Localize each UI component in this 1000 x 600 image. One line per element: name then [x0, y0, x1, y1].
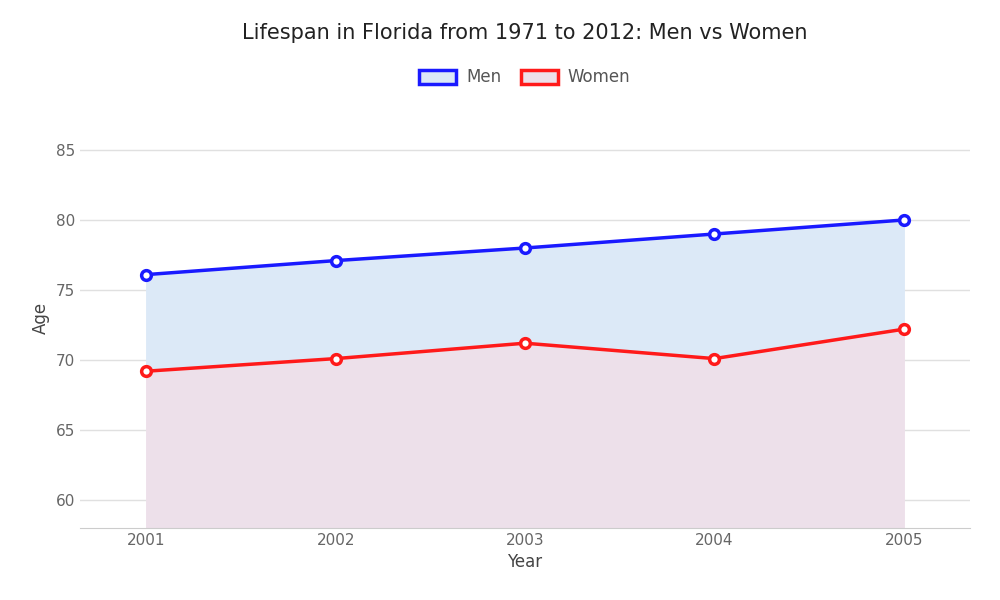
- Legend: Men, Women: Men, Women: [413, 62, 637, 93]
- Title: Lifespan in Florida from 1971 to 2012: Men vs Women: Lifespan in Florida from 1971 to 2012: M…: [242, 23, 808, 43]
- X-axis label: Year: Year: [507, 553, 543, 571]
- Y-axis label: Age: Age: [32, 302, 50, 334]
